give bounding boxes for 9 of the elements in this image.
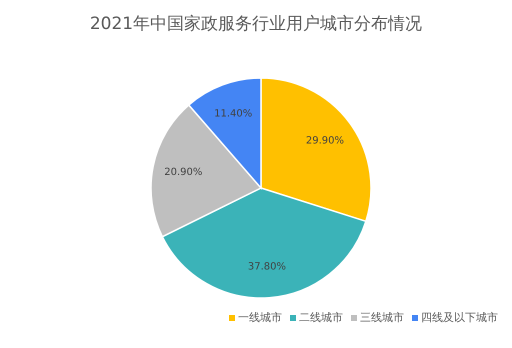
legend-label: 二线城市: [298, 310, 343, 325]
data-label: 37.80%: [248, 261, 286, 272]
data-label: 20.90%: [164, 166, 202, 178]
legend-label: 四线及以下城市: [420, 310, 498, 325]
legend-label: 一线城市: [237, 310, 282, 325]
chart-title: 2021年中国家政服务行业用户城市分布情况: [88, 13, 424, 36]
legend-label: 三线城市: [359, 310, 404, 325]
data-label: 11.40%: [214, 108, 252, 120]
data-label: 29.90%: [306, 136, 344, 147]
